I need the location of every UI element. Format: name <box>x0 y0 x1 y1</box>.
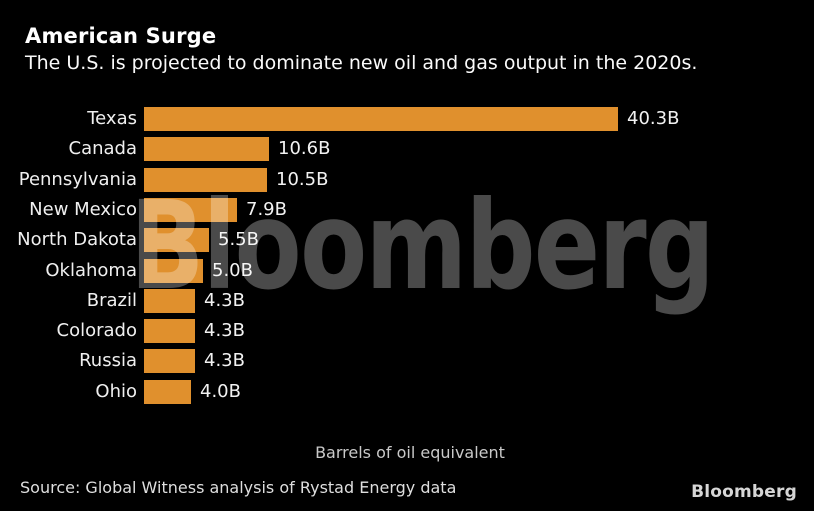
bar-row: New Mexico 7.9B <box>0 198 814 222</box>
chart-subtitle: The U.S. is projected to dominate new oi… <box>25 52 698 74</box>
category-label: Oklahoma <box>45 260 137 281</box>
value-label: 5.0B <box>212 260 253 281</box>
bar <box>144 137 269 161</box>
x-axis-label: Barrels of oil equivalent <box>315 443 505 462</box>
bar-row: Oklahoma 5.0B <box>0 259 814 283</box>
source-credit: Source: Global Witness analysis of Rysta… <box>20 478 457 497</box>
category-label: Texas <box>87 108 137 129</box>
bar <box>144 228 209 252</box>
value-label: 10.5B <box>276 169 329 190</box>
bar-row: Russia 4.3B <box>0 349 814 373</box>
category-label: New Mexico <box>29 199 137 220</box>
bar <box>144 319 195 343</box>
value-label: 5.5B <box>218 229 259 250</box>
category-label: Pennsylvania <box>18 169 137 190</box>
value-label: 7.9B <box>246 199 287 220</box>
bar-row: Canada 10.6B <box>0 137 814 161</box>
bar-row: Brazil 4.3B <box>0 289 814 313</box>
category-label: North Dakota <box>17 229 137 250</box>
bar-row: Colorado 4.3B <box>0 319 814 343</box>
value-label: 4.3B <box>204 350 245 371</box>
category-label: Brazil <box>86 290 137 311</box>
value-label: 4.3B <box>204 320 245 341</box>
value-label: 10.6B <box>278 138 331 159</box>
bar-row: Texas 40.3B <box>0 107 814 131</box>
bar-row: North Dakota 5.5B <box>0 228 814 252</box>
category-label: Russia <box>79 350 137 371</box>
bar <box>144 168 267 192</box>
bar <box>144 349 195 373</box>
bar-row: Pennsylvania 10.5B <box>0 168 814 192</box>
value-label: 4.3B <box>204 290 245 311</box>
bar <box>144 380 191 404</box>
bar <box>144 198 237 222</box>
bloomberg-logo: Bloomberg <box>691 482 797 502</box>
value-label: 40.3B <box>627 108 680 129</box>
bar <box>144 289 195 313</box>
value-label: 4.0B <box>200 381 241 402</box>
category-label: Canada <box>68 138 138 159</box>
bar <box>144 259 203 283</box>
bar <box>144 107 618 131</box>
category-label: Ohio <box>95 381 137 402</box>
category-label: Colorado <box>56 320 137 341</box>
bar-row: Ohio 4.0B <box>0 380 814 404</box>
chart-title: American Surge <box>25 24 217 48</box>
